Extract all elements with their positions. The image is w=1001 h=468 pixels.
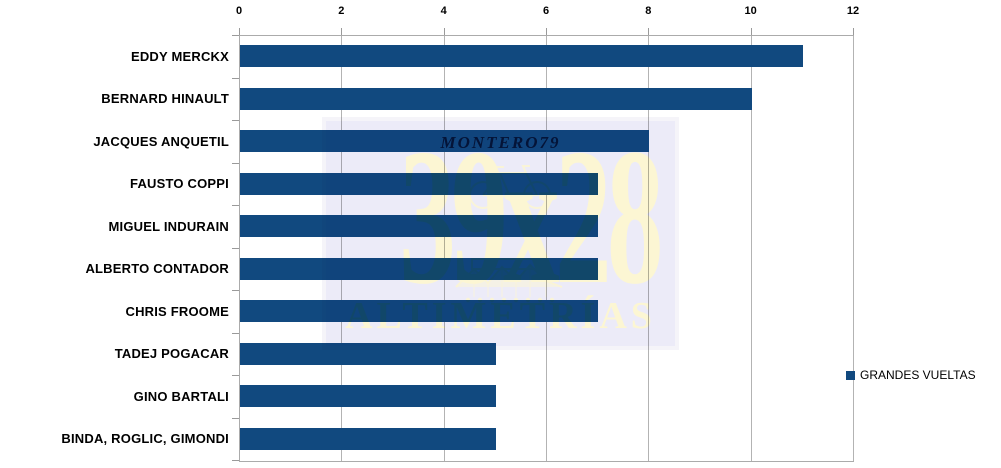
y-axis-tick (232, 417, 239, 419)
legend-label: GRANDES VUELTAS (860, 368, 976, 382)
x-tick-label: 2 (338, 5, 345, 17)
y-axis-tick (232, 332, 239, 334)
mountain-profile-icon (455, 258, 563, 303)
gridline (853, 36, 854, 461)
y-axis-tick (232, 375, 239, 376)
gridline (750, 36, 752, 461)
watermark-big-text: 39x28 (399, 117, 663, 325)
y-axis-tick (232, 460, 239, 461)
bar (240, 385, 496, 408)
bicycle-icon (469, 165, 551, 209)
watermark-subtitle-text: ALTIMETRÍAS (345, 295, 656, 337)
x-tick-label: 6 (542, 5, 550, 17)
x-tick-label: 10 (744, 5, 757, 17)
x-axis-tick (648, 28, 650, 35)
category-label: ALBERTO CONTADOR (85, 261, 229, 277)
legend-marker (846, 370, 855, 380)
category-label: JACQUES ANQUETIL (93, 133, 229, 149)
x-tick-label: 0 (235, 5, 243, 17)
category-label: BERNARD HINAULT (101, 91, 229, 107)
category-label: EDDY MERCKX (130, 48, 229, 64)
x-axis-tick (546, 28, 547, 35)
category-label: FAUSTO COPPI (130, 176, 229, 192)
category-label: CHRIS FROOME (125, 303, 229, 319)
bar (240, 427, 496, 450)
legend: GRANDES VUELTAS (846, 368, 976, 382)
x-axis-tick (239, 28, 240, 35)
y-axis-tick (232, 290, 239, 291)
y-axis-tick (232, 205, 239, 206)
y-axis-tick (232, 247, 239, 249)
category-label: MIGUEL INDURAIN (108, 218, 229, 234)
x-tick-label: 12 (846, 5, 860, 17)
category-label: TADEJ POGACAR (114, 346, 229, 362)
category-label: GINO BARTALI (133, 388, 229, 404)
watermark-brand-text: MONTERO79 (440, 133, 561, 152)
x-tick-label: 8 (645, 5, 652, 17)
x-axis-tick (853, 28, 854, 35)
bar (240, 45, 803, 68)
x-tick-label: 4 (440, 5, 447, 17)
watermark: MONTERO79 (322, 117, 679, 350)
y-axis-tick (232, 162, 239, 164)
bar (240, 87, 752, 110)
x-axis-tick (341, 28, 343, 35)
x-axis-tick (750, 28, 752, 35)
y-axis-tick (232, 35, 239, 36)
x-axis-tick (443, 28, 445, 35)
category-label: BINDA, ROGLIC, GIMONDI (61, 431, 229, 447)
y-axis-tick (232, 120, 239, 121)
y-axis-tick (232, 77, 239, 79)
